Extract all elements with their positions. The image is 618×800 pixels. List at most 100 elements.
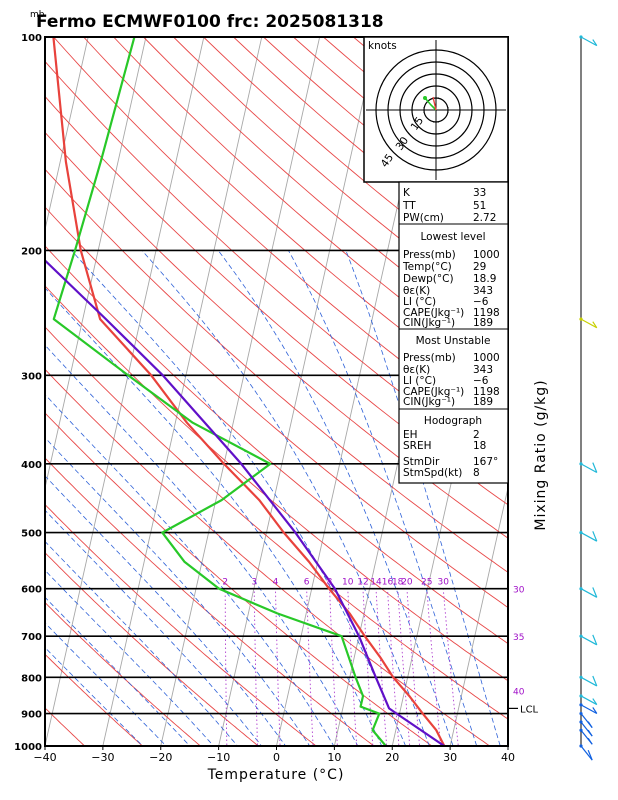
x-axis-label: Temperature (°C) — [207, 767, 345, 783]
indices-frame — [398, 181, 509, 484]
mixing-ratio-line — [397, 588, 411, 746]
mu-cin-label: CIN(Jkg⁻¹) — [403, 396, 455, 408]
wind-barb-flag — [587, 721, 593, 728]
pressure-tick-label: 700 — [21, 632, 42, 643]
moist-adiabat-line — [45, 540, 239, 746]
moist-adiabat-line — [141, 250, 430, 746]
wind-barb-flag — [592, 675, 598, 687]
wind-barb-flag — [587, 729, 593, 737]
x-tick-label: 40 — [501, 751, 515, 764]
dry-adiabat-line — [53, 37, 508, 442]
mixing-ratio-line — [387, 588, 400, 746]
wind-barb-flag — [592, 39, 598, 46]
mixing-ratio-line — [442, 588, 459, 746]
mixing-ratio-axis-label: Mixing Ratio (g/kg) — [533, 379, 549, 530]
hodograph-units: knots — [368, 40, 397, 52]
hodo-stmspd-label: StmSpd(kt) — [403, 467, 462, 479]
mixing-ratio-label: 25 — [421, 578, 432, 588]
dry-adiabat-line — [45, 457, 375, 746]
temperature-profile-line — [52, 37, 446, 746]
lowest-press-value: 1000 — [473, 249, 500, 261]
x-tick-label: −40 — [33, 751, 56, 764]
index-k-label: K — [403, 187, 411, 199]
lowest-li-label: LI (°C) — [403, 296, 436, 308]
mixing-ratio-line — [275, 588, 281, 746]
mixing-ratio-label: 16 — [382, 578, 394, 588]
hodo-sreh-value: 18 — [473, 440, 486, 452]
isotherm-line — [45, 37, 147, 490]
pressure-tick-label: 400 — [21, 460, 42, 471]
parcel-path-line — [45, 258, 445, 746]
lowest-li-value: −6 — [473, 296, 489, 308]
mixing-ratio-label: 3 — [251, 578, 257, 588]
moist-adiabat-line — [45, 344, 359, 746]
lowest-dewp-label: Dewp(°C) — [403, 273, 454, 285]
x-tick-label: −10 — [207, 751, 230, 764]
mu-press-label: Press(mb) — [403, 352, 456, 364]
isotherm-line — [0, 21, 34, 761]
mu-li-label: LI (°C) — [403, 375, 436, 387]
mixing-ratio-line — [362, 588, 374, 746]
pressure-tick-label: 900 — [21, 710, 42, 721]
hodograph-trace — [432, 96, 437, 111]
mixing-ratio-label: 6 — [304, 578, 310, 588]
pressure-tick-label: 800 — [21, 673, 42, 684]
moist-adiabat-line — [217, 250, 454, 746]
pressure-tick-label: 200 — [21, 246, 42, 257]
mixing-ratio-line — [426, 588, 442, 746]
isotherm-line — [507, 743, 508, 746]
index-pw-value: 2.72 — [473, 212, 496, 224]
moist-adiabat-line — [45, 437, 311, 746]
mu-li-value: −6 — [473, 375, 489, 387]
moist-adiabat-line — [45, 622, 167, 746]
moist-adiabat-line — [45, 646, 144, 746]
lowest-level-header: Lowest level — [420, 231, 485, 243]
index-tt-label: TT — [402, 200, 416, 212]
lowest-cin-value: 189 — [473, 317, 493, 329]
dry-adiabat-line — [45, 206, 508, 609]
lowest-cin-label: CIN(Jkg⁻¹) — [403, 317, 455, 329]
wind-barb-column — [579, 35, 598, 761]
moist-adiabat-line — [71, 250, 407, 746]
lowest-thetae-label: θε(K) — [403, 285, 430, 297]
mixing-ratio-label: 12 — [357, 578, 368, 588]
dry-adiabat-line — [45, 503, 317, 746]
wind-barb-flag — [592, 707, 598, 714]
lowest-cape-value: 1198 — [473, 307, 500, 319]
moist-adiabat-line — [45, 596, 191, 746]
x-tick-label: −30 — [91, 751, 114, 764]
hodo-eh-value: 2 — [473, 429, 480, 441]
wind-barb-staff — [580, 532, 598, 542]
hodo-eh-label: EH — [403, 429, 418, 441]
dry-adiabat-line — [45, 601, 202, 746]
wind-barb-staff — [580, 676, 598, 687]
wind-barb-flag — [592, 462, 598, 473]
wind-barb-flag — [587, 749, 593, 761]
lowest-temp-label: Temp(°C) — [402, 261, 452, 273]
mixing-ratio-label: 18 — [392, 578, 404, 588]
moist-adiabat-line — [45, 509, 263, 746]
hodo-stmdir-value: 167° — [473, 456, 498, 468]
wind-barb-staff — [580, 745, 593, 761]
pressure-tick-label: 600 — [21, 585, 42, 596]
hodo-stmdir-label: StmDir — [403, 456, 440, 468]
wind-barb-flag — [592, 531, 598, 542]
mixing-ratio-label: 2 — [222, 578, 228, 588]
edge-label: 30 — [513, 586, 525, 596]
mixing-ratio-label: 4 — [273, 578, 279, 588]
hodo-sreh-label: SREH — [403, 440, 432, 452]
mixing-ratio-label: 14 — [370, 578, 382, 588]
dry-adiabat-line — [45, 168, 508, 573]
dry-adiabat-line — [45, 412, 433, 746]
edge-label: 40 — [513, 687, 525, 697]
indices-panel: K 33 TT 51 PW(cm) 2.72 Lowest level Pres… — [398, 181, 509, 484]
hodograph-trace — [424, 97, 437, 111]
mixing-ratio-label: 30 — [437, 578, 449, 588]
wind-barb-flag — [592, 698, 598, 705]
dry-adiabat-line — [45, 707, 86, 746]
mu-cape-value: 1198 — [473, 386, 500, 398]
hodograph-rings — [366, 40, 506, 180]
x-tick-label: 10 — [327, 751, 341, 764]
